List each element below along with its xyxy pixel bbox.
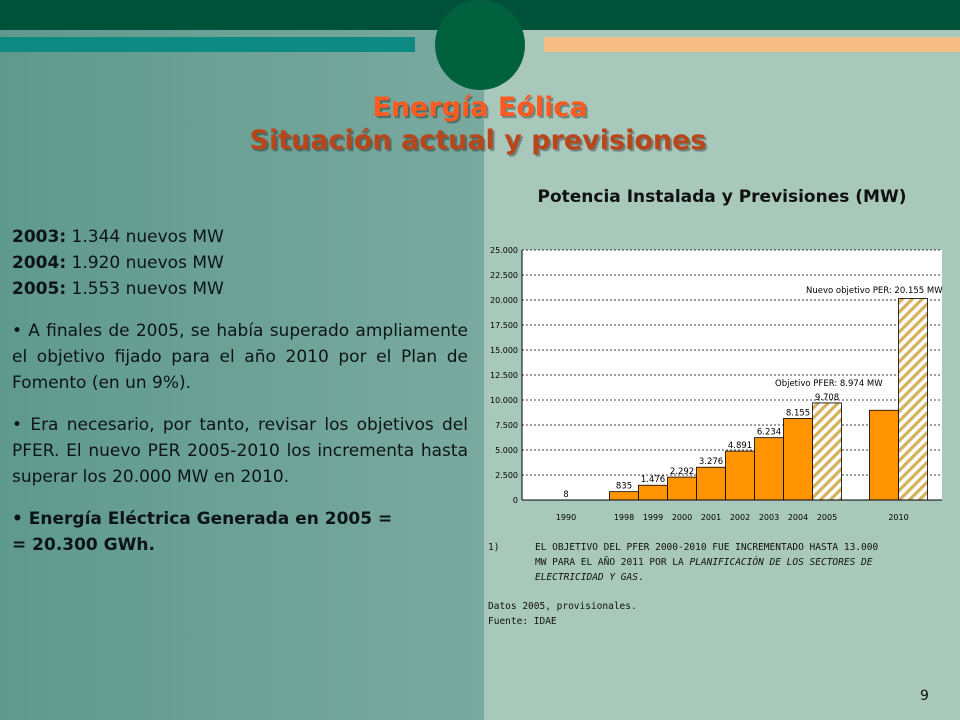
y-axis-ticks: 0 2.500 5.000 7.500 10.000 12.500 15.000 17.500…: [490, 246, 518, 505]
bar-2005-forecast: [812, 402, 842, 501]
year-label: 2004:: [12, 253, 67, 273]
title-line-1: Energía Eólica: [372, 92, 588, 123]
bar-2003: [754, 437, 784, 501]
data-label: 2.292: [670, 467, 694, 477]
x-tick-label: 2001: [701, 513, 721, 522]
y-tick-label: 10.000: [490, 396, 518, 405]
bullet-1: • A finales de 2005, se había superado a…: [12, 321, 468, 393]
x-tick-label: 2003: [759, 513, 779, 522]
x-tick-label: 2000: [672, 513, 692, 522]
data-label: 4.891: [728, 441, 752, 451]
footnote-line-3-italic: ELECTRICIDAD Y GAS: [535, 572, 638, 583]
left-text-block: 2003: 1.344 nuevos MW 2004: 1.920 nuevos…: [12, 224, 468, 558]
y-tick-label: 20.000: [490, 296, 518, 305]
chart-title: Potencia Instalada y Previsiones (MW): [537, 187, 907, 207]
bar-1999: [638, 484, 668, 501]
x-axis-labels: 1990 1998 1999 2000 2001 2002 2003 2004 2005 2010: [556, 513, 909, 522]
data-label: 835: [616, 482, 632, 492]
year-value: 1.344 nuevos MW: [66, 227, 224, 247]
footnote-number: 1): [488, 542, 500, 553]
y-tick-label: 25.000: [490, 246, 518, 255]
footnote-line-2-italic: PLANIFICACIÓN DE LOS SECTORES DE: [689, 557, 873, 568]
y-tick-label: 7.500: [495, 421, 518, 430]
bullet-2-text: Era necesario, por tanto, revisar los ob…: [12, 415, 468, 487]
decorative-circle: [435, 0, 525, 90]
bullet-2: • Era necesario, por tanto, revisar los …: [12, 415, 468, 487]
slide-title: Energía Eólica Situación actual y previs…: [0, 92, 960, 158]
x-tick-label: 1990: [556, 513, 576, 522]
fuente-note: Fuente: IDAE: [488, 616, 557, 627]
peach-stripe: [544, 37, 960, 52]
annotation-pfer: Objetivo PFER: 8.974 MW: [775, 379, 883, 389]
title-line-2: Situación actual y previsiones: [249, 125, 707, 156]
x-tick-label: 2002: [730, 513, 750, 522]
bar-1998: [609, 491, 639, 501]
y-tick-label: 5.000: [495, 446, 518, 455]
teal-stripe: [0, 37, 415, 52]
data-label: 8: [563, 490, 568, 500]
x-tick-label: 2004: [788, 513, 808, 522]
x-tick-label: 2010: [888, 513, 908, 522]
y-tick-label: 17.500: [490, 321, 518, 330]
data-label: 6.234: [757, 428, 781, 438]
bullet-3-line-1: Energía Eléctrica Generada en 2005 =: [28, 509, 393, 529]
y-tick-label: 12.500: [490, 371, 518, 380]
bar-chart: 0 2.500 5.000 7.500 10.000 12.500 15.000 17.500…: [490, 246, 943, 522]
bar-2010-forecast: [898, 298, 928, 501]
x-tick-label: 2005: [817, 513, 837, 522]
y-tick-label: 2.500: [495, 471, 518, 480]
footnote-line-3: ELECTRICIDAD Y GAS.: [535, 570, 948, 585]
year-label: 2005:: [12, 279, 67, 299]
footnote-line-3-end: .: [637, 572, 644, 583]
footnote-line-2-plain: MW PARA EL AÑO 2011 POR LA: [535, 557, 690, 568]
year-label: 2003:: [12, 227, 67, 247]
footnote-line-2: MW PARA EL AÑO 2011 POR LA PLANIFICACIÓN…: [535, 555, 948, 570]
y-tick-label: 0: [513, 496, 518, 505]
bar-2004: [783, 418, 813, 501]
data-label: 8.155: [786, 408, 810, 418]
bar-2000: [667, 476, 697, 501]
datos-note: Datos 2005, provisionales.: [488, 601, 637, 612]
footnote-line-1: EL OBJETIVO DEL PFER 2000-2010 FUE INCRE…: [535, 542, 879, 553]
bullet-3: • Energía Eléctrica Generada en 2005 =: [12, 509, 393, 529]
x-tick-label: 1999: [643, 513, 663, 522]
left-panel: [0, 0, 484, 720]
page-number: 9: [920, 688, 929, 704]
x-tick-label: 1998: [614, 513, 634, 522]
year-line-2005: 2005: 1.553 nuevos MW: [12, 276, 468, 302]
bullet-3-line-2: = 20.300 GWh.: [12, 535, 155, 555]
bar-2002: [725, 450, 755, 501]
year-line-2004: 2004: 1.920 nuevos MW: [12, 250, 468, 276]
year-value: 1.920 nuevos MW: [66, 253, 224, 273]
data-label: 3.276: [699, 457, 723, 467]
data-label: 1.476: [641, 475, 665, 485]
data-label: 9.708: [815, 393, 839, 403]
footnotes: 1) EL OBJETIVO DEL PFER 2000-2010 FUE IN…: [488, 540, 948, 629]
year-line-2003: 2003: 1.344 nuevos MW: [12, 224, 468, 250]
y-tick-label: 22.500: [490, 271, 518, 280]
year-value: 1.553 nuevos MW: [66, 279, 224, 299]
annotation-per: Nuevo objetivo PER: 20.155 MW: [806, 286, 943, 296]
footnote-text: EL OBJETIVO DEL PFER 2000-2010 FUE INCRE…: [535, 540, 948, 585]
bar-2010: [869, 409, 899, 501]
bar-2001: [696, 466, 726, 501]
bullet-1-text: A finales de 2005, se había superado amp…: [12, 321, 468, 393]
y-tick-label: 15.000: [490, 346, 518, 355]
